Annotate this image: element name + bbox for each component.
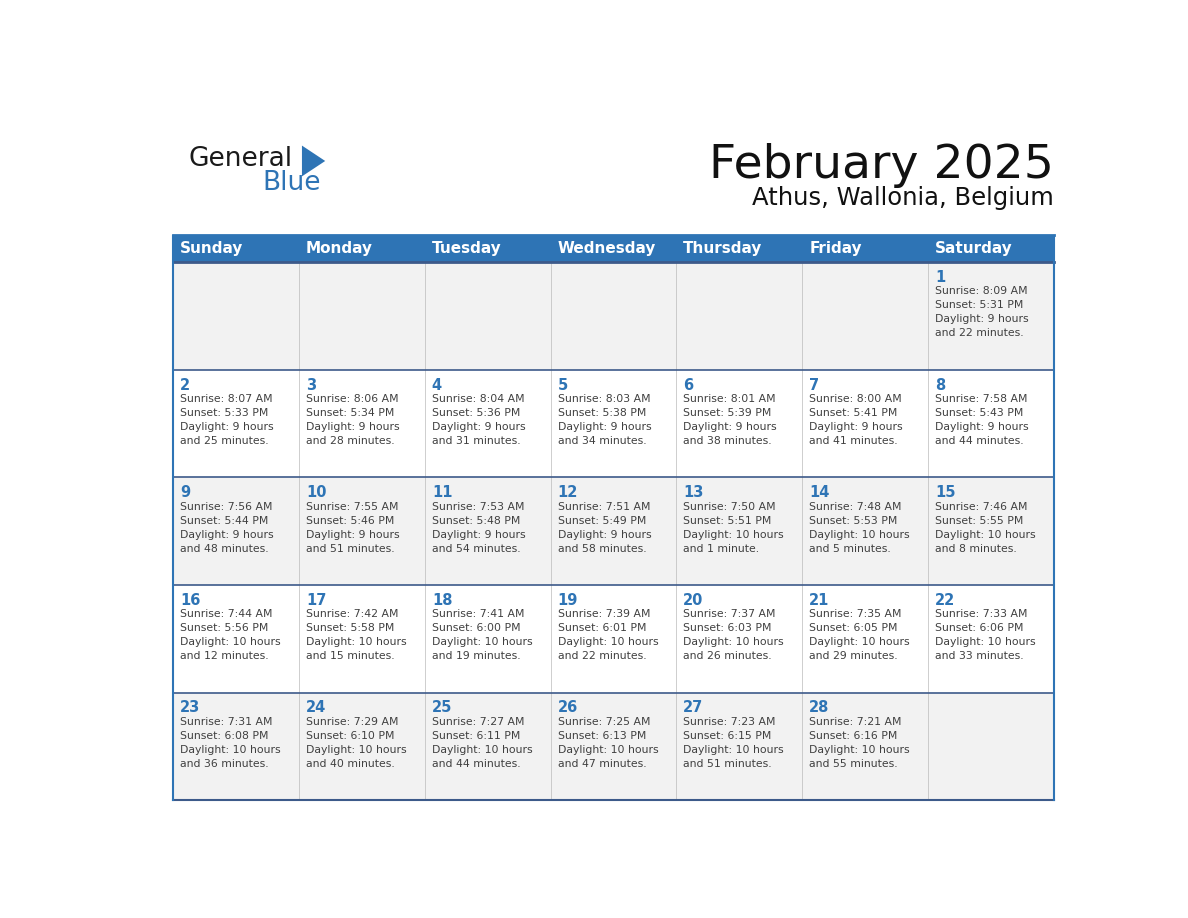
Text: 19: 19 [557,593,579,608]
Bar [173,263,1054,370]
Bar [173,477,1054,585]
Text: 15: 15 [935,485,955,500]
Text: Sunrise: 7:33 AM
Sunset: 6:06 PM
Daylight: 10 hours
and 33 minutes.: Sunrise: 7:33 AM Sunset: 6:06 PM Dayligh… [935,610,1036,661]
Bar [425,236,550,263]
Text: Sunrise: 7:23 AM
Sunset: 6:15 PM
Daylight: 10 hours
and 51 minutes.: Sunrise: 7:23 AM Sunset: 6:15 PM Dayligh… [683,717,784,768]
Text: Sunrise: 8:06 AM
Sunset: 5:34 PM
Daylight: 9 hours
and 28 minutes.: Sunrise: 8:06 AM Sunset: 5:34 PM Dayligh… [307,394,399,446]
Text: Sunrise: 7:55 AM
Sunset: 5:46 PM
Daylight: 9 hours
and 51 minutes.: Sunrise: 7:55 AM Sunset: 5:46 PM Dayligh… [307,501,399,554]
Text: Sunrise: 8:00 AM
Sunset: 5:41 PM
Daylight: 9 hours
and 41 minutes.: Sunrise: 8:00 AM Sunset: 5:41 PM Dayligh… [809,394,903,446]
Text: 12: 12 [557,485,579,500]
Text: Sunrise: 7:29 AM
Sunset: 6:10 PM
Daylight: 10 hours
and 40 minutes.: Sunrise: 7:29 AM Sunset: 6:10 PM Dayligh… [307,717,406,768]
Text: 26: 26 [557,700,577,715]
Text: Sunrise: 7:48 AM
Sunset: 5:53 PM
Daylight: 10 hours
and 5 minutes.: Sunrise: 7:48 AM Sunset: 5:53 PM Dayligh… [809,501,910,554]
Text: Sunday: Sunday [181,241,244,256]
Bar [802,236,928,263]
Bar [173,585,1054,692]
Text: 27: 27 [683,700,703,715]
Text: Friday: Friday [809,241,861,256]
Text: Sunrise: 7:56 AM
Sunset: 5:44 PM
Daylight: 9 hours
and 48 minutes.: Sunrise: 7:56 AM Sunset: 5:44 PM Dayligh… [181,501,274,554]
Text: 18: 18 [431,593,453,608]
Text: 22: 22 [935,593,955,608]
Text: Sunrise: 7:31 AM
Sunset: 6:08 PM
Daylight: 10 hours
and 36 minutes.: Sunrise: 7:31 AM Sunset: 6:08 PM Dayligh… [181,717,280,768]
Polygon shape [302,146,326,176]
Bar [299,236,425,263]
Text: Sunrise: 7:37 AM
Sunset: 6:03 PM
Daylight: 10 hours
and 26 minutes.: Sunrise: 7:37 AM Sunset: 6:03 PM Dayligh… [683,610,784,661]
Text: Sunrise: 8:07 AM
Sunset: 5:33 PM
Daylight: 9 hours
and 25 minutes.: Sunrise: 8:07 AM Sunset: 5:33 PM Dayligh… [181,394,274,446]
Text: 23: 23 [181,700,201,715]
Text: Sunrise: 7:39 AM
Sunset: 6:01 PM
Daylight: 10 hours
and 22 minutes.: Sunrise: 7:39 AM Sunset: 6:01 PM Dayligh… [557,610,658,661]
Text: Sunrise: 7:46 AM
Sunset: 5:55 PM
Daylight: 10 hours
and 8 minutes.: Sunrise: 7:46 AM Sunset: 5:55 PM Dayligh… [935,501,1036,554]
Text: 10: 10 [307,485,327,500]
Text: Sunrise: 8:09 AM
Sunset: 5:31 PM
Daylight: 9 hours
and 22 minutes.: Sunrise: 8:09 AM Sunset: 5:31 PM Dayligh… [935,286,1029,339]
Text: 1: 1 [935,270,946,285]
Text: Sunrise: 7:21 AM
Sunset: 6:16 PM
Daylight: 10 hours
and 55 minutes.: Sunrise: 7:21 AM Sunset: 6:16 PM Dayligh… [809,717,910,768]
Text: 9: 9 [181,485,190,500]
Text: Sunrise: 8:03 AM
Sunset: 5:38 PM
Daylight: 9 hours
and 34 minutes.: Sunrise: 8:03 AM Sunset: 5:38 PM Dayligh… [557,394,651,446]
Text: Sunrise: 7:42 AM
Sunset: 5:58 PM
Daylight: 10 hours
and 15 minutes.: Sunrise: 7:42 AM Sunset: 5:58 PM Dayligh… [307,610,406,661]
Text: 13: 13 [683,485,703,500]
Text: Sunrise: 7:53 AM
Sunset: 5:48 PM
Daylight: 9 hours
and 54 minutes.: Sunrise: 7:53 AM Sunset: 5:48 PM Dayligh… [431,501,525,554]
Text: 28: 28 [809,700,829,715]
Text: 7: 7 [809,377,820,393]
Text: 20: 20 [683,593,703,608]
Text: 3: 3 [307,377,316,393]
Text: 17: 17 [307,593,327,608]
Text: Sunrise: 7:50 AM
Sunset: 5:51 PM
Daylight: 10 hours
and 1 minute.: Sunrise: 7:50 AM Sunset: 5:51 PM Dayligh… [683,501,784,554]
Text: 4: 4 [431,377,442,393]
Bar [173,236,299,263]
Text: Sunrise: 7:25 AM
Sunset: 6:13 PM
Daylight: 10 hours
and 47 minutes.: Sunrise: 7:25 AM Sunset: 6:13 PM Dayligh… [557,717,658,768]
Bar [173,370,1054,477]
Text: Saturday: Saturday [935,241,1012,256]
Text: Wednesday: Wednesday [557,241,656,256]
Text: 5: 5 [557,377,568,393]
Text: Sunrise: 7:44 AM
Sunset: 5:56 PM
Daylight: 10 hours
and 12 minutes.: Sunrise: 7:44 AM Sunset: 5:56 PM Dayligh… [181,610,280,661]
Text: 24: 24 [307,700,327,715]
Text: 14: 14 [809,485,829,500]
Text: General: General [189,146,293,172]
Text: Sunrise: 7:27 AM
Sunset: 6:11 PM
Daylight: 10 hours
and 44 minutes.: Sunrise: 7:27 AM Sunset: 6:11 PM Dayligh… [431,717,532,768]
Bar [550,236,676,263]
Bar [173,692,1054,800]
Bar [676,236,802,263]
Text: Tuesday: Tuesday [431,241,501,256]
Text: 2: 2 [181,377,190,393]
Text: Blue: Blue [263,170,321,196]
Text: Sunrise: 7:58 AM
Sunset: 5:43 PM
Daylight: 9 hours
and 44 minutes.: Sunrise: 7:58 AM Sunset: 5:43 PM Dayligh… [935,394,1029,446]
Text: 16: 16 [181,593,201,608]
Text: Sunrise: 7:41 AM
Sunset: 6:00 PM
Daylight: 10 hours
and 19 minutes.: Sunrise: 7:41 AM Sunset: 6:00 PM Dayligh… [431,610,532,661]
Text: 21: 21 [809,593,829,608]
Text: 6: 6 [683,377,694,393]
Text: Athus, Wallonia, Belgium: Athus, Wallonia, Belgium [752,185,1054,209]
Text: 8: 8 [935,377,946,393]
Bar [928,236,1054,263]
Text: February 2025: February 2025 [709,143,1054,188]
Text: Sunrise: 7:35 AM
Sunset: 6:05 PM
Daylight: 10 hours
and 29 minutes.: Sunrise: 7:35 AM Sunset: 6:05 PM Dayligh… [809,610,910,661]
Text: 11: 11 [431,485,453,500]
Text: Monday: Monday [307,241,373,256]
Text: Sunrise: 8:01 AM
Sunset: 5:39 PM
Daylight: 9 hours
and 38 minutes.: Sunrise: 8:01 AM Sunset: 5:39 PM Dayligh… [683,394,777,446]
Text: Sunrise: 7:51 AM
Sunset: 5:49 PM
Daylight: 9 hours
and 58 minutes.: Sunrise: 7:51 AM Sunset: 5:49 PM Dayligh… [557,501,651,554]
Text: Sunrise: 8:04 AM
Sunset: 5:36 PM
Daylight: 9 hours
and 31 minutes.: Sunrise: 8:04 AM Sunset: 5:36 PM Dayligh… [431,394,525,446]
Text: Thursday: Thursday [683,241,763,256]
Text: 25: 25 [431,700,453,715]
